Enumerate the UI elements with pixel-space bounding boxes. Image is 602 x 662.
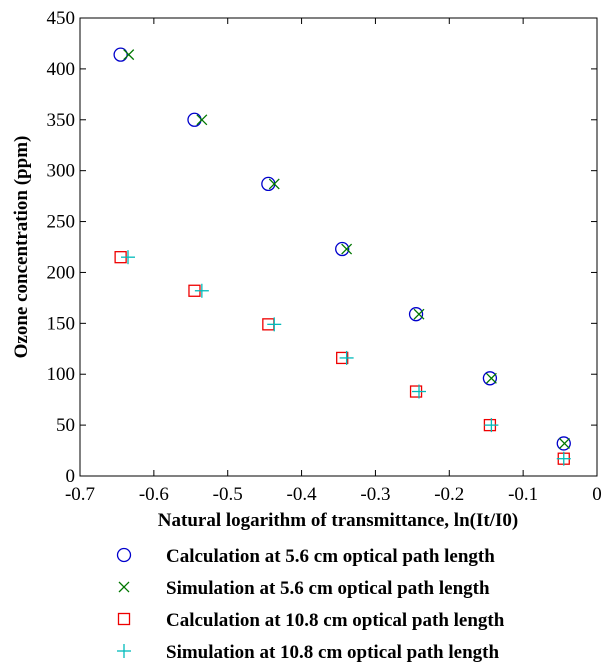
data-point-series-1 [261,176,276,192]
data-point-series-4 [121,250,136,265]
y-tick-label: 100 [47,364,76,385]
data-point-series-1 [556,436,571,451]
data-point-series-2-stroke [123,49,135,61]
data-point-series-2 [123,49,135,61]
data-point-series-4 [267,317,282,332]
data-point-series-2 [559,437,570,449]
data-point-series-2 [413,308,425,320]
data-marks [113,47,571,466]
legend-label-series-4: Simulation at 10.8 cm optical path lengt… [166,642,499,662]
x-tick-label: -0.5 [213,484,243,505]
y-tick-label: 350 [47,110,76,131]
data-point-series-2 [196,114,208,126]
x-axis-label: Natural logarithm of transmittance, ln(I… [158,510,518,531]
y-tick-label: 0 [66,466,76,487]
data-point-series-2-stroke [485,372,497,384]
x-tick-label: -0.6 [139,484,169,505]
y-tick-label: 150 [47,313,76,334]
data-point-series-4 [194,283,209,298]
x-tick-label: -0.4 [287,484,318,505]
legend-marker-series-2 [118,581,130,593]
data-point-series-4 [339,350,354,365]
x-tick-label: -0.3 [360,484,390,505]
data-point-series-4 [412,384,427,399]
legend-label-series-2: Simulation at 5.6 cm optical path length [166,578,490,599]
data-point-series-2-stroke [341,243,353,255]
legend-label-series-1: Calculation at 5.6 cm optical path lengt… [166,546,495,567]
legend: Calculation at 5.6 cm optical path lengt… [116,546,505,662]
data-point-series-2-stroke [268,178,280,190]
data-point-series-2-stroke [196,114,208,126]
data-point-series-1 [408,307,424,322]
data-point-series-4 [556,451,571,466]
y-tick-label: 450 [47,8,76,29]
y-tick-label: 300 [47,161,76,182]
x-tick-label: -0.7 [65,484,95,505]
data-point-series-2 [485,372,497,384]
data-point-series-1 [335,241,350,257]
legend-marker-series-4 [117,644,131,658]
y-tick-label: 400 [47,59,76,80]
y-tick-label: 250 [47,212,76,233]
data-point-series-2 [268,178,280,190]
y-tick-label: 50 [56,415,75,436]
data-point-series-1 [482,371,498,386]
legend-marker-series-3 [117,612,131,626]
legend-marker-series-1 [116,547,132,563]
data-point-series-1 [113,47,128,62]
x-tick-label: -0.1 [508,484,538,505]
data-point-series-4 [484,418,499,433]
x-tick-label: 0 [592,484,602,505]
x-tick-label: -0.2 [434,484,464,505]
data-point-series-2-stroke [559,437,570,449]
legend-label-series-3: Calculation at 10.8 cm optical path leng… [166,610,505,631]
data-point-series-1 [187,112,202,127]
y-axis-label: Ozone concentration (ppm) [11,136,32,359]
data-point-series-2-stroke [413,308,425,320]
plot-frame [79,17,598,477]
legend-marker-series-2-stroke [118,581,130,593]
data-point-series-2 [341,243,353,255]
axis-ticks: -0.7 -0.6 -0.5 -0.4 -0.3 -0.2 -0.1 0 0 50 100 150 20… [47,8,602,505]
y-tick-label: 200 [47,262,76,283]
